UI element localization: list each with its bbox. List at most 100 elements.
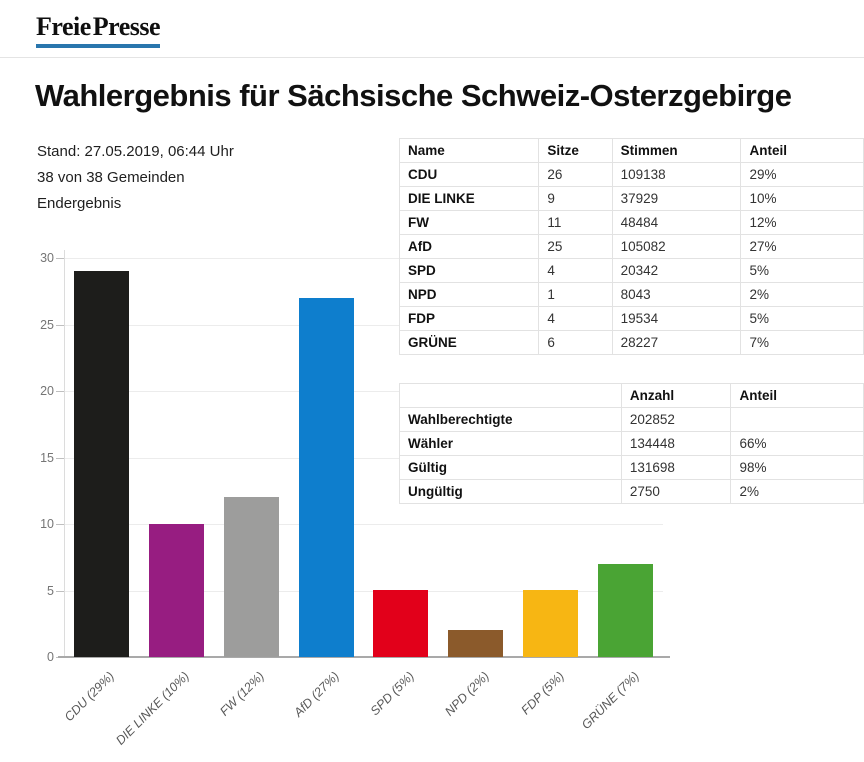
bar-npd[interactable]: [448, 630, 503, 657]
table-row: Wähler 134448 66%: [399, 431, 864, 456]
x-axis-label: CDU (29%): [61, 669, 117, 725]
value-cell: 2%: [740, 282, 864, 307]
row-label-cell: DIE LINKE: [398, 186, 540, 211]
value-cell: 11: [538, 210, 613, 235]
column-header: Stimmen: [611, 138, 742, 163]
table-row: Ungültig 2750 2%: [399, 479, 864, 504]
value-cell: 19534: [611, 306, 742, 331]
value-cell: 10%: [740, 186, 864, 211]
value-cell: 48484: [611, 210, 742, 235]
value-cell: 105082: [611, 234, 742, 259]
bar-chart: 0 5 10 15 20 25 30 CDU (29%) DIE LINKE (10%) FW (…: [0, 245, 700, 755]
turnout-table: Anzahl Anteil Wahlberechtigte 202852 Wähler 1…: [399, 383, 864, 504]
value-cell: 29%: [740, 162, 864, 187]
y-axis-label: 10: [40, 517, 54, 531]
bar-spd[interactable]: [373, 590, 428, 657]
y-tick: [56, 524, 64, 525]
value-cell: 12%: [740, 210, 864, 235]
row-label-cell: AfD: [398, 234, 540, 259]
y-gridline: [64, 391, 663, 392]
y-axis-label: 0: [47, 650, 54, 664]
row-label-cell: FW: [398, 210, 540, 235]
y-gridline: [64, 591, 663, 592]
header-divider: [0, 57, 864, 58]
header-row: Anzahl Anteil: [399, 383, 864, 408]
row-label-cell: Wahlberechtigte: [399, 407, 622, 432]
y-axis-label: 5: [47, 584, 54, 598]
value-cell: 26: [538, 162, 613, 187]
value-cell: 134448: [620, 431, 732, 456]
y-gridline: [64, 325, 663, 326]
table-row: CDU 26 109138 29%: [398, 162, 864, 187]
table-row: FW 11 48484 12%: [398, 210, 864, 235]
value-cell: 20342: [611, 258, 742, 283]
value-cell: 7%: [740, 330, 864, 355]
value-cell: 202852: [620, 407, 732, 432]
column-header: Sitze: [538, 138, 613, 163]
value-cell: 2%: [730, 479, 864, 504]
value-cell: 25: [538, 234, 613, 259]
y-gridline: [64, 524, 663, 525]
column-header: Anzahl: [620, 383, 732, 408]
masthead: Freie Presse: [36, 12, 161, 48]
row-label-cell: GRÜNE: [398, 330, 540, 355]
y-axis-label: 30: [40, 251, 54, 265]
status-stand: Stand: 27.05.2019, 06:44 Uhr: [37, 143, 234, 160]
page-title: Wahlergebnis für Sächsische Schweiz-Oste…: [35, 78, 792, 113]
y-axis-label: 15: [40, 451, 54, 465]
bar-afd[interactable]: [299, 298, 354, 657]
table-row: FDP 4 19534 5%: [398, 306, 864, 331]
bar-fdp[interactable]: [523, 590, 578, 657]
table-row: Gültig 131698 98%: [399, 455, 864, 480]
row-label-cell: SPD: [398, 258, 540, 283]
y-tick: [56, 325, 64, 326]
y-axis-label: 20: [40, 384, 54, 398]
status-ergebnis: Endergebnis: [37, 195, 122, 212]
value-cell: 131698: [620, 455, 732, 480]
column-header: Anteil: [730, 383, 864, 408]
status-gemeinden: 38 von 38 Gemeinden: [37, 169, 185, 186]
y-tick: [56, 258, 64, 259]
value-cell: 4: [538, 306, 613, 331]
y-gridline: [64, 458, 663, 459]
value-cell: 2750: [620, 479, 732, 504]
results-table: Name Sitze Stimmen Anteil CDU 26 109138 29% DIE …: [398, 138, 864, 355]
y-tick: [56, 391, 64, 392]
value-cell: 9: [538, 186, 613, 211]
row-label-cell: FDP: [398, 306, 540, 331]
column-header: Name: [398, 138, 540, 163]
value-cell: [730, 407, 864, 432]
value-cell: 27%: [740, 234, 864, 259]
table-row: AfD 25 105082 27%: [398, 234, 864, 259]
y-tick: [56, 458, 64, 459]
table-row: NPD 1 8043 2%: [398, 282, 864, 307]
bar-fw[interactable]: [224, 497, 279, 657]
column-header: Anteil: [740, 138, 864, 163]
value-cell: 109138: [611, 162, 742, 187]
value-cell: 5%: [740, 258, 864, 283]
value-cell: 28227: [611, 330, 742, 355]
bar-die-linke[interactable]: [149, 524, 204, 657]
row-label-cell: NPD: [398, 282, 540, 307]
value-cell: 37929: [611, 186, 742, 211]
value-cell: 6: [538, 330, 613, 355]
value-cell: 4: [538, 258, 613, 283]
header-row: Name Sitze Stimmen Anteil: [398, 138, 864, 163]
value-cell: 66%: [730, 431, 864, 456]
value-cell: 8043: [611, 282, 742, 307]
row-label-cell: Gültig: [399, 455, 622, 480]
y-tick: [56, 591, 64, 592]
bar-grüne[interactable]: [598, 564, 653, 657]
value-cell: 5%: [740, 306, 864, 331]
table-row: DIE LINKE 9 37929 10%: [398, 186, 864, 211]
y-axis-label: 25: [40, 318, 54, 332]
column-header: [399, 383, 622, 408]
y-gridline: [64, 258, 663, 259]
table-row: Wahlberechtigte 202852: [399, 407, 864, 432]
bar-cdu[interactable]: [74, 271, 129, 657]
row-label-cell: CDU: [398, 162, 540, 187]
y-axis-line: [64, 250, 65, 657]
value-cell: 98%: [730, 455, 864, 480]
freie-presse-logo[interactable]: Freie Presse: [36, 12, 161, 48]
